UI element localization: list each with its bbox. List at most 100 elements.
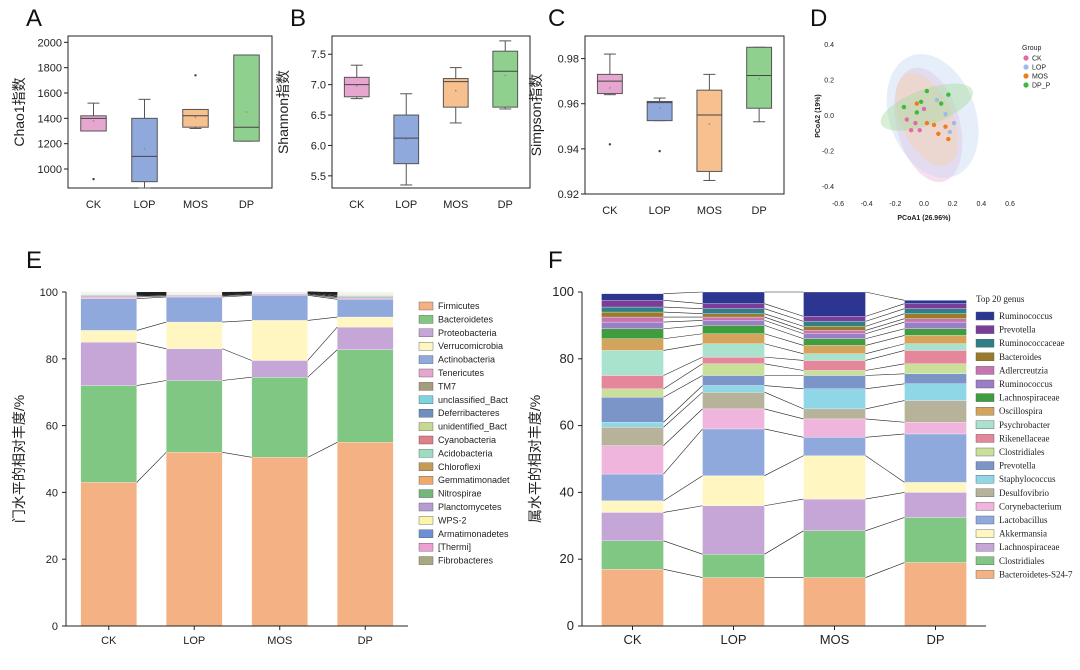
bar-segment [803,326,866,331]
x-tick-label: LOP [183,635,205,647]
mean-marker [454,89,457,92]
connector-line [865,328,905,340]
box-body [233,54,260,142]
bar-segment [803,291,866,317]
connector-line [307,292,338,296]
y-tick-label: -0.4 [822,184,834,191]
legend-label: Planctomycetes [438,502,502,512]
bar-segment [251,360,308,378]
bar-segment [803,408,866,420]
legend-label: Ruminococcus [999,311,1053,321]
bar-segment [80,330,137,343]
legend-label: unclassified_Bact [438,395,509,405]
outlier-point [194,74,197,77]
connector-line [222,295,252,298]
legend-label: Lachnospiraceae [999,542,1059,552]
legend-label: unidentified_Bact [438,422,508,432]
panel-letter: D [810,5,827,32]
bar-segment [702,303,765,309]
connector-line [222,348,252,361]
y-tick-label: 20 [560,551,574,566]
plot-frame [584,35,785,195]
connector-line [865,433,905,438]
series-psychrobacter [601,343,967,376]
legend-marker [1023,64,1029,70]
x-tick-label: MOS [443,199,468,211]
connector-line [764,308,804,322]
connector-line [764,333,804,346]
confidence-ellipse-mos [895,73,959,166]
y-tick-label: 60 [560,418,574,433]
box-body [646,100,673,122]
point-dp_p [924,88,930,94]
mean-marker [355,85,358,87]
connector-line [663,568,703,578]
connector-line [865,313,905,327]
legend-label: Bacteroidetes-S24-7 [999,569,1073,579]
legend-swatch [418,368,434,378]
legend-swatch [975,515,995,525]
y-tick-label: 7.5 [311,49,326,61]
y-tick-label: 0.92 [558,189,579,201]
connector-line [764,455,804,476]
connector-line [136,295,167,298]
legend-label: DP_P [1032,83,1051,90]
bar-segment [601,500,664,513]
legend-swatch [418,516,434,525]
point-ck [913,120,918,126]
series-verrucomicrobia [80,316,394,361]
bar-segment [904,300,967,304]
legend-label: TM7 [438,381,456,391]
point-lop [951,120,957,126]
connector-line [663,356,703,376]
point-ck [908,128,914,133]
legend-label: Deferribacteres [438,408,500,418]
legend-label: Clostridiales [999,556,1045,566]
bar-segment [904,373,967,384]
bar-segment [702,343,765,358]
panel-b: B 5.5 6.0 6.5 7.0 7.5 Shannon指数 CK LOP MOS DP [275,5,531,211]
connector-line [663,428,703,475]
y-tick-label: 5.5 [311,171,326,183]
box-body [182,108,209,128]
bar-segment [702,505,765,555]
legend-label: Acidobacteria [438,448,493,458]
connector-line [865,321,905,335]
legend-swatch [975,366,995,375]
bar-segment [803,321,866,327]
box-mos [442,67,469,124]
y-tick-label: 0.98 [558,54,579,66]
bar-segment [702,356,765,364]
legend-swatch [975,420,995,429]
connector-line [663,311,703,315]
connector-line [663,375,703,398]
point-lop [947,129,952,135]
y-tick-label: 6.5 [311,110,326,122]
connector-line [865,291,905,301]
point-dp_p [939,101,944,106]
connector-line [865,350,905,361]
point-ck [904,117,909,122]
bar-segment [601,422,664,428]
legend-label: Armatimonadetes [438,529,509,539]
x-tick-label: MOS [267,635,292,647]
bar-segment [251,377,308,458]
bar-segment [601,397,664,423]
y-axis-label: 属水平的相对丰度/% [527,395,543,523]
point-mos [943,124,948,129]
x-tick-label: DP [751,205,766,217]
y-tick-label: 80 [46,354,58,366]
connector-line [222,292,252,295]
connector-line [136,296,167,299]
point-mos [914,101,920,106]
bar-segment [166,452,223,627]
connector-line [764,530,804,555]
bar-segment [601,350,664,376]
bar-segment [80,341,137,386]
bar-segment [80,482,137,627]
bar-segment [904,308,967,314]
mean-marker [245,111,248,113]
bar-segment [803,577,866,627]
bar-segment [803,388,866,410]
